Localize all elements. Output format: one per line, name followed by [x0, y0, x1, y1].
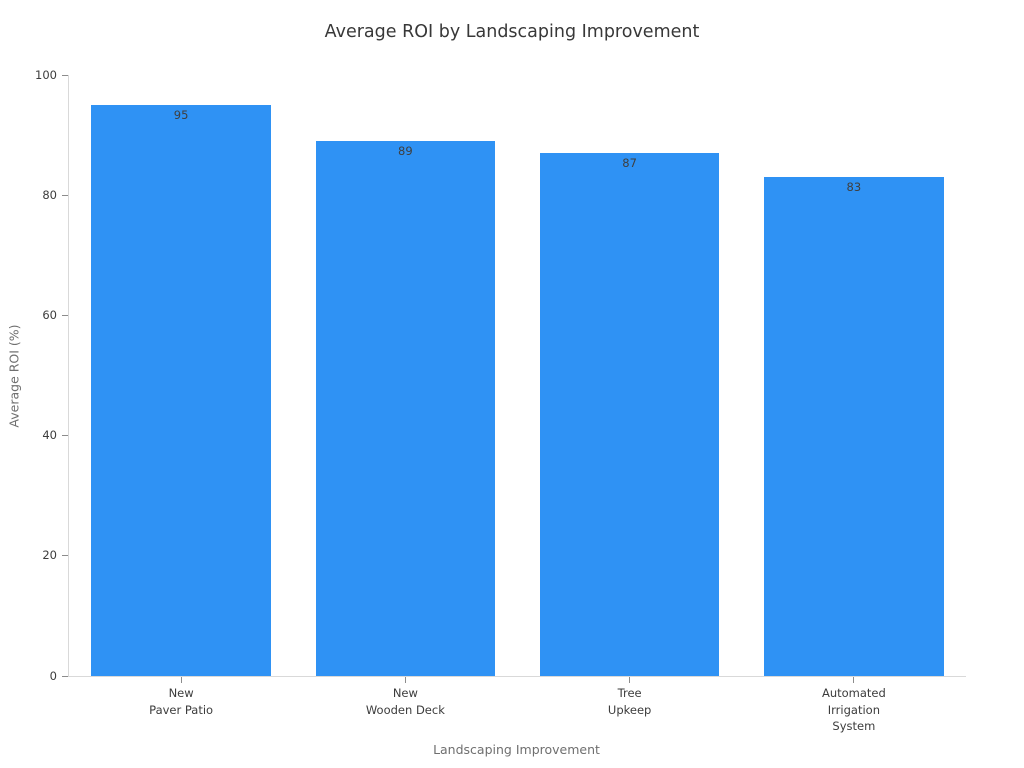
y-tick-mark: [62, 194, 68, 196]
y-tick-label: 80: [42, 187, 57, 202]
plot-area: 0 20 40 60 80 100 95 New Paver Patio 89 New Wooden …: [35, 68, 966, 733]
y-tick-mark: [62, 555, 68, 557]
y-tick-label: 100: [35, 67, 57, 82]
y-tick-label: 0: [49, 668, 57, 683]
x-tick-label: Tree Upkeep: [607, 686, 652, 717]
y-tick-mark: [62, 74, 68, 76]
y-tick-label: 60: [42, 307, 57, 322]
y-tick-mark: [62, 314, 68, 316]
bar: 87: [539, 153, 720, 676]
bar-value-label: 89: [398, 144, 413, 159]
chart-title: Average ROI by Landscaping Improvement: [324, 22, 700, 42]
bar: 83: [764, 177, 944, 676]
bar-value-label: 83: [846, 180, 862, 195]
bar: 95: [91, 105, 271, 676]
y-tick-label: 40: [42, 428, 57, 443]
y-tick-mark: [62, 675, 68, 677]
y-tick-label: 20: [42, 548, 57, 563]
x-axis-title: Landscaping Improvement: [433, 742, 600, 757]
y-tick-mark: [62, 435, 68, 437]
x-tick-mark: [180, 677, 182, 683]
x-tick-label: New Wooden Deck: [365, 686, 445, 717]
bar-value-label: 87: [622, 156, 637, 171]
bar: 89: [315, 141, 496, 676]
x-tick-mark: [853, 677, 855, 683]
x-tick-mark: [404, 677, 406, 683]
x-tick-label: Automated Irrigation System: [821, 686, 886, 733]
bar-value-label: 95: [173, 108, 189, 123]
y-axis-title-text: Average ROI (%): [6, 324, 22, 428]
x-tick-label: New Paver Patio: [149, 686, 214, 717]
x-tick-mark: [629, 677, 631, 683]
